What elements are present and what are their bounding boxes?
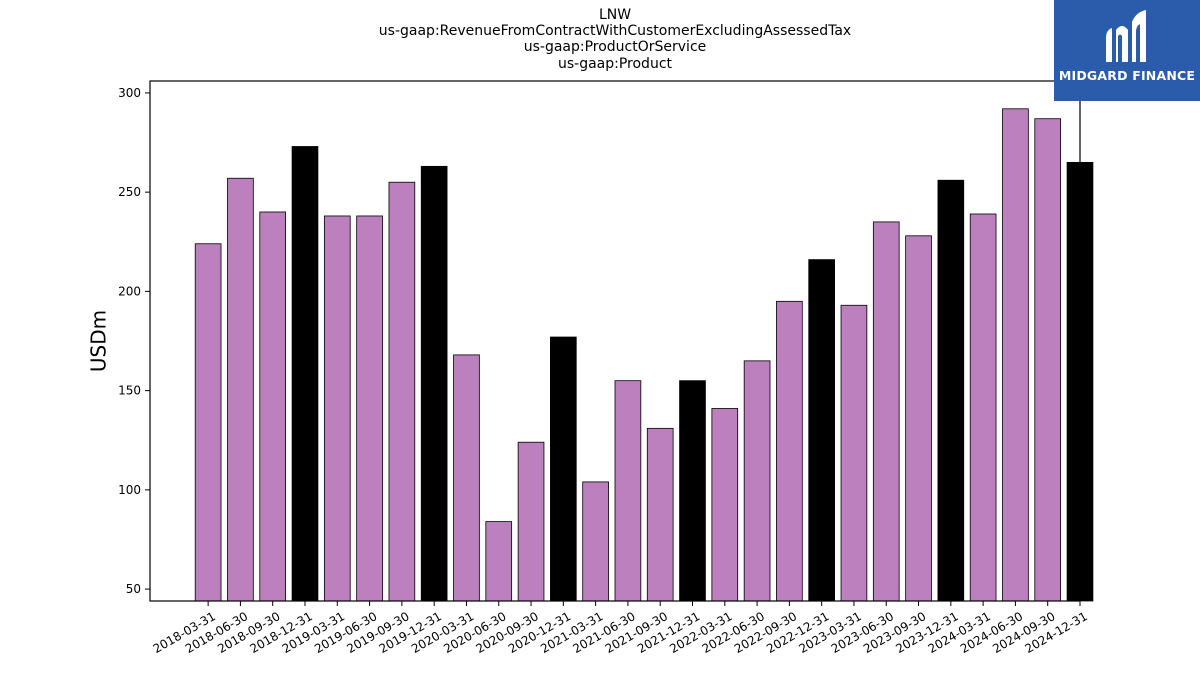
midgard-finance-logo: MIDGARD FINANCE [1054,0,1200,101]
y-tick-label: 300 [118,86,141,100]
bar [937,179,965,602]
bar [1002,108,1029,602]
y-tick-label: 50 [126,582,141,596]
bar [1034,118,1062,602]
y-axis-label: USDm [87,310,111,372]
y-tick-label: 100 [118,483,141,497]
y-tick-label: 250 [118,185,141,199]
bar [743,360,771,602]
bar [259,211,287,602]
chart-title-line-4: us-gaap:Product [557,56,673,72]
bar [388,181,416,602]
bar [679,380,706,602]
bar [776,300,803,602]
chart-title-line-1: LNW [598,7,632,23]
bar [550,336,577,602]
plot-frame [149,80,1081,602]
midgard-logo-icon [1106,10,1146,62]
bar [485,521,513,602]
bar [872,221,900,602]
bar [453,354,480,602]
bar [808,259,835,602]
chart-title-line-2: us-gaap:RevenueFromContractWithCustomerE… [378,23,852,39]
bar [291,146,319,602]
logo-text: MIDGARD FINANCE [1058,68,1196,83]
bar [582,481,609,602]
bar [711,408,739,602]
bar [517,441,545,602]
y-tick-label: 200 [118,284,141,298]
bar [646,427,674,602]
bar [194,243,222,602]
bar [840,304,868,602]
bar [323,215,351,602]
bar [227,177,254,602]
y-tick-label: 150 [118,384,141,398]
bar [356,215,383,602]
bar [614,380,642,602]
chart-title-line-3: us-gaap:ProductOrService [523,39,707,55]
bar [420,165,448,602]
bar [905,235,932,602]
bar [969,213,997,602]
